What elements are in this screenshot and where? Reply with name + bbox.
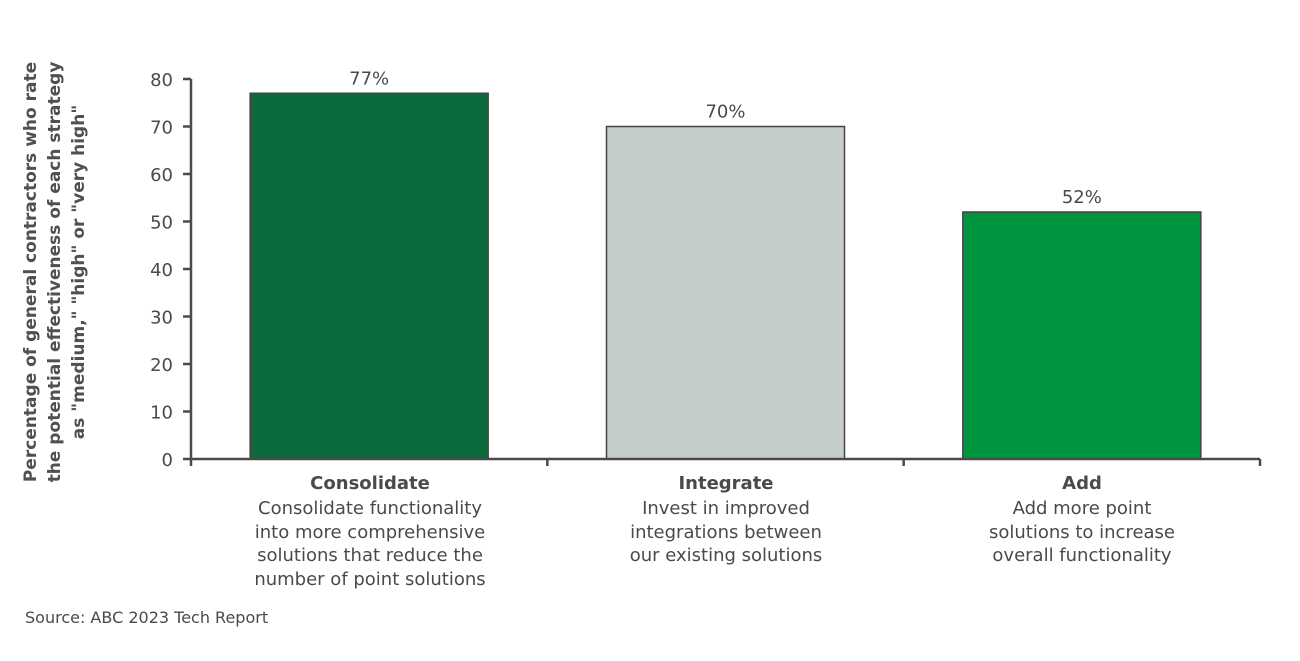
desc-line: Add more point	[1012, 498, 1152, 519]
bar-consolidate	[249, 92, 489, 460]
value-label: 70%	[705, 102, 745, 123]
category-title: Add	[1062, 473, 1102, 494]
category-integrate: Integrate Invest in improved integration…	[566, 471, 886, 568]
category-description: Invest in improved integrations between …	[566, 497, 886, 568]
desc-line: solutions that reduce the	[257, 545, 483, 566]
bar-integrate	[605, 125, 846, 460]
category-description: Add more point solutions to increase ove…	[922, 497, 1242, 568]
category-title: Integrate	[678, 473, 774, 494]
y-tick-label: 60	[150, 165, 173, 186]
y-tick-label: 50	[150, 213, 173, 234]
desc-line: Consolidate functionality	[258, 498, 482, 519]
y-tick-label: 70	[150, 118, 173, 139]
x-axis	[189, 457, 1262, 466]
bar-add	[962, 211, 1202, 460]
desc-line: our existing solutions	[629, 545, 823, 566]
y-tick-label: 0	[162, 450, 173, 471]
value-label: 77%	[349, 68, 389, 89]
y-tick-label: 40	[150, 260, 173, 281]
category-add: Add Add more point solutions to increase…	[922, 471, 1242, 568]
y-tick-label: 30	[150, 308, 173, 329]
category-consolidate: Consolidate Consolidate functionality in…	[210, 471, 530, 591]
y-tick-label: 10	[150, 403, 173, 424]
desc-line: solutions to increase	[988, 521, 1176, 543]
desc-line: integrations between	[630, 521, 822, 543]
category-description: Consolidate functionality into more comp…	[210, 497, 530, 591]
desc-line: Invest in improved	[642, 498, 810, 519]
category-title: Consolidate	[310, 473, 430, 494]
y-tick-label: 80	[150, 70, 173, 91]
y-tick-label: 20	[150, 355, 173, 376]
source-note: Source: ABC 2023 Tech Report	[25, 608, 269, 627]
desc-line: number of point solutions	[254, 568, 486, 590]
bars: 77% 70% 52%	[249, 68, 1202, 460]
desc-line: overall functionality	[992, 545, 1172, 566]
y-axis: 0 10 20 30 40 50 60 70 80	[150, 70, 193, 471]
desc-line: into more comprehensive	[254, 521, 486, 543]
value-label: 52%	[1062, 187, 1102, 208]
